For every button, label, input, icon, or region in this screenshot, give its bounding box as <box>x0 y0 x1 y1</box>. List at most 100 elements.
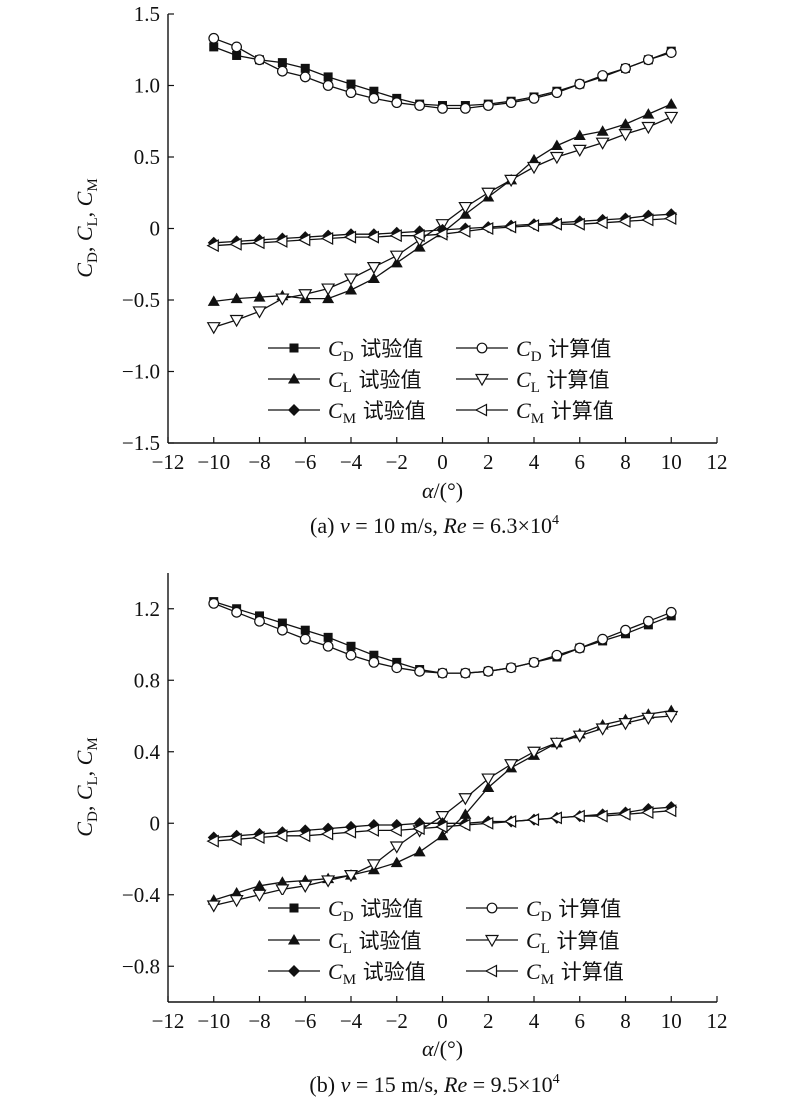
legend-label: CD 试验值 <box>328 896 423 925</box>
data-point <box>366 230 379 244</box>
data-point <box>596 125 609 136</box>
data-point <box>412 229 425 243</box>
data-point <box>595 137 610 150</box>
data-point <box>504 174 519 188</box>
data-point <box>574 78 586 90</box>
data-point <box>321 283 336 296</box>
series-3 <box>206 111 679 335</box>
data-point <box>253 879 266 891</box>
data-point <box>208 32 220 44</box>
x-tick-label: −8 <box>248 1009 270 1033</box>
x-tick-label: 4 <box>529 1009 540 1033</box>
data-point <box>252 306 267 319</box>
data-point <box>277 58 287 68</box>
x-axis-label: α/(°) <box>422 1036 463 1061</box>
data-point <box>551 649 563 661</box>
data-point <box>275 234 288 248</box>
data-point <box>229 895 244 908</box>
data-point <box>435 810 450 824</box>
data-point <box>458 224 471 238</box>
legend-item: CL 试验值 <box>266 927 454 957</box>
data-point <box>458 818 471 832</box>
y-tick-label: 0 <box>150 217 161 241</box>
data-point <box>549 737 564 751</box>
data-point <box>435 820 448 834</box>
legend-marker <box>288 373 300 384</box>
data-point <box>572 217 585 231</box>
data-point <box>618 214 631 228</box>
data-point <box>343 869 359 883</box>
data-point <box>665 47 677 59</box>
data-point <box>321 875 336 888</box>
y-tick-label: −0.4 <box>122 883 161 907</box>
data-point <box>573 129 586 141</box>
y-tick-label: 1.2 <box>134 597 160 621</box>
x-tick-label: −4 <box>340 450 363 474</box>
data-point <box>231 41 243 53</box>
y-tick-label: −1.5 <box>122 431 160 455</box>
data-point <box>206 900 221 913</box>
data-point <box>322 292 335 304</box>
legend-marker <box>474 373 490 387</box>
data-point <box>641 806 654 820</box>
x-tick-label: 8 <box>620 1009 631 1033</box>
data-point <box>322 640 334 652</box>
data-point <box>275 829 288 843</box>
data-point <box>252 236 265 250</box>
chart-panel-b: −12 −10 −8 −6 −4 −2 0 2 4 6 8 10 12 −0.8 −0.4 0 0.4 0.8 1.… <box>72 573 728 1097</box>
data-point <box>206 322 221 335</box>
legend-label: CL 计算值 <box>526 928 620 957</box>
data-point <box>480 816 494 830</box>
legend-label: CM 试验值 <box>328 959 426 988</box>
x-tick-label: 2 <box>483 1009 494 1033</box>
chart-panel-a: −12 −10 −8 −6 −4 −2 0 2 4 6 8 10 12 −1.5 −1.0 −0.5 0 0.5 1… <box>72 2 728 538</box>
legend-item: CD 试验值 <box>266 335 454 365</box>
data-point <box>413 845 426 857</box>
data-point <box>276 65 288 77</box>
legend-label: CL 试验值 <box>328 928 422 957</box>
legend-item: CM 试验值 <box>266 397 454 427</box>
data-point <box>298 880 313 894</box>
data-point <box>458 201 473 215</box>
data-point <box>482 665 494 677</box>
x-tick-label: 0 <box>437 1009 448 1033</box>
data-point <box>230 886 243 898</box>
y-tick-label: 0.4 <box>134 740 161 764</box>
series-line <box>213 709 672 901</box>
data-point <box>528 153 540 165</box>
chart-caption: (a) v = 10 m/s, Re = 6.3×104 <box>310 513 559 538</box>
data-point <box>503 220 517 234</box>
data-point <box>299 633 311 645</box>
data-point <box>297 829 311 843</box>
x-tick-label: 6 <box>575 1009 586 1033</box>
data-point <box>663 211 677 225</box>
data-point <box>504 759 519 772</box>
data-point <box>343 825 357 839</box>
x-tick-label: −10 <box>197 450 230 474</box>
series-1 <box>208 32 677 114</box>
data-point <box>389 823 402 837</box>
legend-label: CL 试验值 <box>328 367 422 396</box>
data-point <box>275 293 290 306</box>
data-point <box>620 624 631 636</box>
data-point <box>551 87 563 99</box>
data-point <box>458 793 473 806</box>
data-point <box>345 283 357 295</box>
x-tick-label: 2 <box>483 450 494 474</box>
data-point <box>595 809 608 823</box>
data-point <box>572 730 587 743</box>
data-point <box>368 656 380 668</box>
data-point <box>665 98 678 109</box>
data-point <box>391 97 403 109</box>
legend-marker <box>486 902 498 914</box>
y-tick-label: 0.8 <box>134 668 160 692</box>
data-point <box>597 70 609 81</box>
data-point <box>642 615 654 627</box>
legend-label: CD 计算值 <box>516 336 611 365</box>
data-point <box>595 723 610 736</box>
data-point <box>505 97 517 109</box>
data-point <box>391 662 403 674</box>
data-point <box>206 834 219 848</box>
data-point <box>366 859 381 872</box>
legend: CD 试验值 CD 计算值 CL 试验值 CL 计算值 CM 试验值 CM 计算值 <box>266 335 642 427</box>
